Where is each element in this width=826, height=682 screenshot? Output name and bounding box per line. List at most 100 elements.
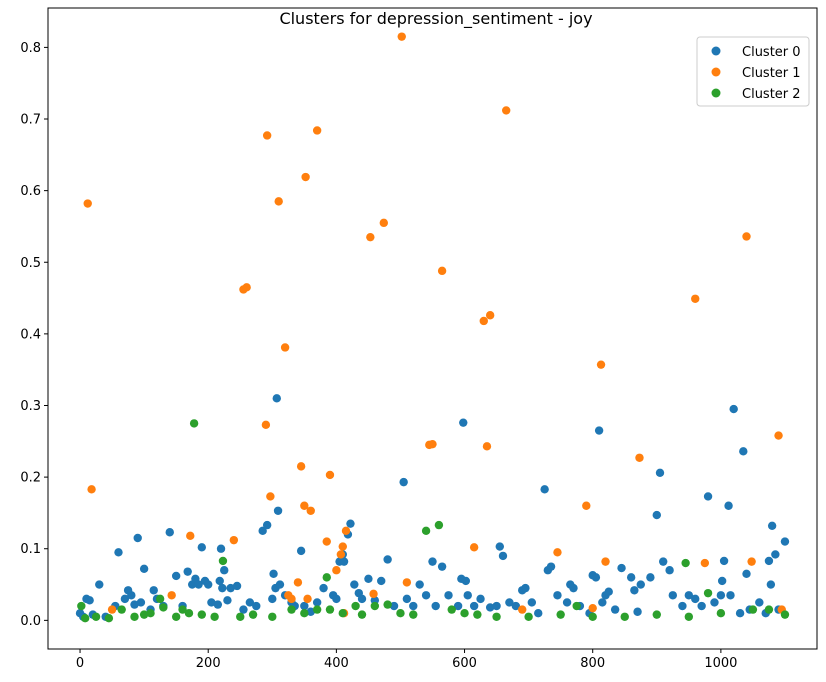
data-point <box>588 612 597 621</box>
legend-box <box>696 36 810 107</box>
data-point <box>511 601 521 611</box>
data-point <box>492 601 501 611</box>
y-tick-label: 0.5 <box>20 256 41 271</box>
data-point <box>149 586 158 595</box>
data-point <box>444 591 453 600</box>
data-point <box>428 439 437 449</box>
data-point <box>617 563 626 573</box>
data-point <box>184 608 194 618</box>
y-tick-label: 0.2 <box>20 471 41 486</box>
data-point <box>229 535 239 545</box>
data-point <box>296 462 306 471</box>
data-point <box>588 603 597 613</box>
data-point <box>428 557 437 566</box>
data-point <box>742 232 751 241</box>
data-point <box>83 199 92 208</box>
data-point <box>742 569 751 578</box>
data-point <box>502 106 511 115</box>
data-point <box>453 601 463 611</box>
data-point <box>341 526 351 536</box>
data-point <box>346 519 355 528</box>
data-point <box>194 580 203 589</box>
y-tick-label: 0.7 <box>20 113 41 128</box>
data-point <box>242 283 251 292</box>
data-point <box>197 610 206 619</box>
points-layer <box>75 32 790 623</box>
data-point <box>155 594 165 604</box>
data-point <box>469 601 479 611</box>
data-point <box>655 468 665 478</box>
data-point <box>336 550 346 559</box>
data-point <box>136 598 146 607</box>
data-point <box>300 501 309 510</box>
series-cluster-1 <box>83 32 786 618</box>
data-point <box>87 485 96 494</box>
legend-item-cluster-0: Cluster 0 <box>711 45 801 60</box>
data-point <box>312 126 322 135</box>
data-point <box>409 610 418 619</box>
data-point <box>437 266 447 276</box>
data-point <box>684 612 694 621</box>
data-point <box>434 520 444 530</box>
data-point <box>771 550 780 559</box>
legend-item-cluster-1: Cluster 1 <box>711 66 801 81</box>
data-point <box>485 311 495 320</box>
data-point <box>678 601 687 611</box>
data-point <box>91 612 101 621</box>
data-point <box>95 580 104 589</box>
data-point <box>764 605 774 614</box>
legend-label: Cluster 0 <box>742 45 801 60</box>
data-point <box>350 580 359 589</box>
data-point <box>540 485 549 494</box>
data-point <box>159 603 168 612</box>
data-point <box>724 501 733 510</box>
data-point <box>601 557 610 566</box>
data-point <box>556 610 565 619</box>
data-point <box>165 528 174 537</box>
data-point <box>114 548 123 557</box>
legend-marker <box>711 46 721 56</box>
data-point <box>261 420 271 430</box>
data-point <box>534 608 543 618</box>
data-point <box>697 601 706 611</box>
data-point <box>553 548 562 557</box>
data-point <box>189 419 199 428</box>
y-tick-label: 0.6 <box>20 184 41 199</box>
data-point <box>357 594 367 604</box>
data-point <box>710 598 719 607</box>
data-point <box>223 596 232 605</box>
data-point <box>620 612 629 621</box>
data-point <box>262 520 272 530</box>
legend-marker <box>711 67 721 77</box>
x-axis: 0 200 400 600 800 1000 <box>76 649 737 671</box>
data-point <box>338 608 347 618</box>
data-point <box>652 510 661 520</box>
data-point <box>80 614 90 623</box>
data-point <box>287 605 296 614</box>
data-point <box>186 531 195 541</box>
y-tick-label: 0.1 <box>20 542 41 557</box>
data-point <box>210 612 219 621</box>
data-point <box>485 603 495 612</box>
data-point <box>716 591 726 600</box>
data-point <box>610 605 620 614</box>
data-point <box>604 587 613 596</box>
data-point <box>226 583 235 593</box>
data-point <box>183 567 192 576</box>
data-point <box>397 32 406 41</box>
data-point <box>764 556 774 566</box>
data-point <box>524 612 533 621</box>
data-point <box>630 586 639 595</box>
data-point <box>735 608 745 618</box>
data-point <box>178 605 187 614</box>
data-point <box>369 589 378 599</box>
data-point <box>197 543 206 552</box>
data-point <box>85 596 94 605</box>
data-point <box>266 492 275 501</box>
data-point <box>399 477 408 487</box>
data-point <box>582 501 591 510</box>
data-point <box>774 431 783 440</box>
data-point <box>431 601 440 611</box>
data-point <box>700 558 710 568</box>
data-point <box>370 601 380 611</box>
